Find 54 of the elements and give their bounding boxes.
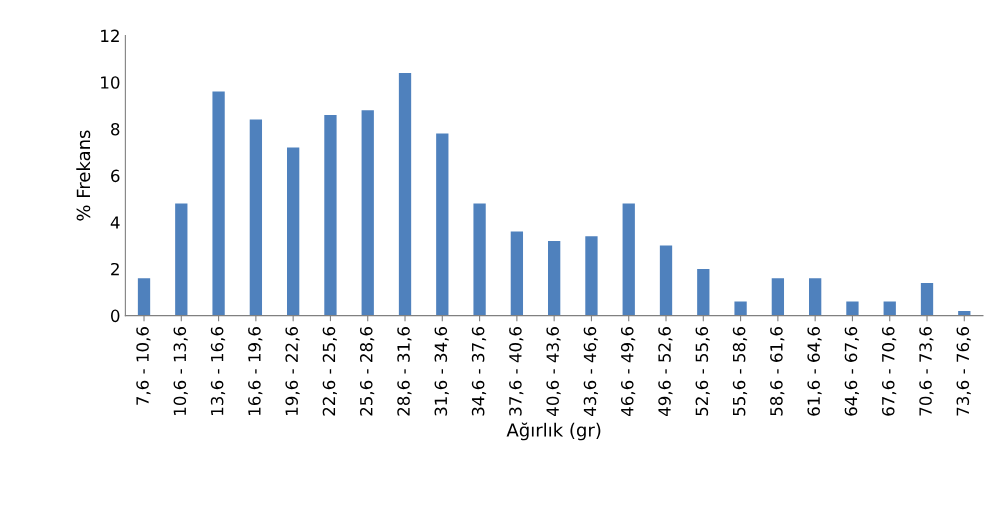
- bar: [697, 268, 710, 316]
- x-tick-label: 19,6 - 22,6: [285, 327, 300, 415]
- x-tick-label: 34,6 - 37,6: [471, 327, 487, 416]
- x-tick-label: 64,6 - 67,6: [844, 327, 859, 416]
- bar: [659, 245, 673, 316]
- x-tick-label: 31,6 - 34,6: [434, 327, 449, 416]
- y-tick-label: 8: [111, 122, 120, 136]
- bar: [137, 278, 151, 316]
- bar: [585, 236, 598, 316]
- x-tick-label: 70,6 - 73,6: [919, 327, 934, 416]
- bar: [212, 91, 225, 316]
- bar: [883, 301, 896, 316]
- x-tick-label: 58,6 - 61,6: [770, 327, 785, 416]
- y-tick-label: 10: [101, 76, 120, 89]
- bar: [473, 203, 486, 316]
- x-tick-label: 73,6 - 76,6: [956, 327, 971, 416]
- x-axis-title: Ağırlık (gr): [506, 422, 601, 441]
- x-tick-label: 61,6 - 64,6: [807, 327, 822, 416]
- y-tick-label: 4: [110, 216, 120, 229]
- x-tick-label: 7,6 - 10,6: [136, 327, 151, 405]
- bar: [436, 133, 449, 316]
- bar: [287, 147, 300, 316]
- x-tick-label: 28,6 - 31,6: [397, 327, 412, 416]
- x-tick-label: 43,6 - 46,6: [583, 327, 598, 417]
- bar: [548, 240, 561, 316]
- y-tick-label: 6: [111, 169, 120, 183]
- bar: [920, 282, 934, 316]
- y-tick-label: 0: [111, 309, 120, 323]
- x-tick-label: 67,6 - 70,6: [881, 327, 897, 416]
- x-tick-label: 13,6 - 16,6: [210, 327, 226, 415]
- x-tick-label: 52,6 - 55,6: [695, 327, 710, 416]
- bar: [622, 203, 635, 316]
- bar: [846, 301, 859, 316]
- bar: [249, 119, 263, 316]
- x-tick-label: 25,6 - 28,6: [359, 327, 375, 416]
- bar: [510, 231, 524, 316]
- x-tick-label: 37,6 - 40,6: [509, 327, 524, 416]
- x-tick-label: 40,6 - 43,6: [546, 327, 561, 417]
- bar: [324, 114, 337, 316]
- y-tick-label: 12: [101, 29, 119, 42]
- bar: [809, 278, 822, 316]
- bar: [361, 110, 374, 316]
- x-tick-label: 16,6 - 19,6: [248, 327, 263, 415]
- bar: [734, 301, 747, 316]
- x-tick-label: 49,6 - 52,6: [658, 327, 673, 417]
- y-axis-title: % Frekans: [76, 130, 91, 221]
- bar: [398, 72, 412, 316]
- x-tick-label: 46,6 - 49,6: [620, 327, 636, 417]
- x-tick-label: 10,6 - 13,6: [173, 327, 188, 415]
- x-tick-label: 22,6 - 25,6: [322, 327, 337, 416]
- x-tick-label: 55,6 - 58,6: [732, 327, 748, 416]
- bar: [175, 203, 188, 316]
- y-tick-label: 2: [111, 262, 119, 276]
- bar: [771, 278, 785, 316]
